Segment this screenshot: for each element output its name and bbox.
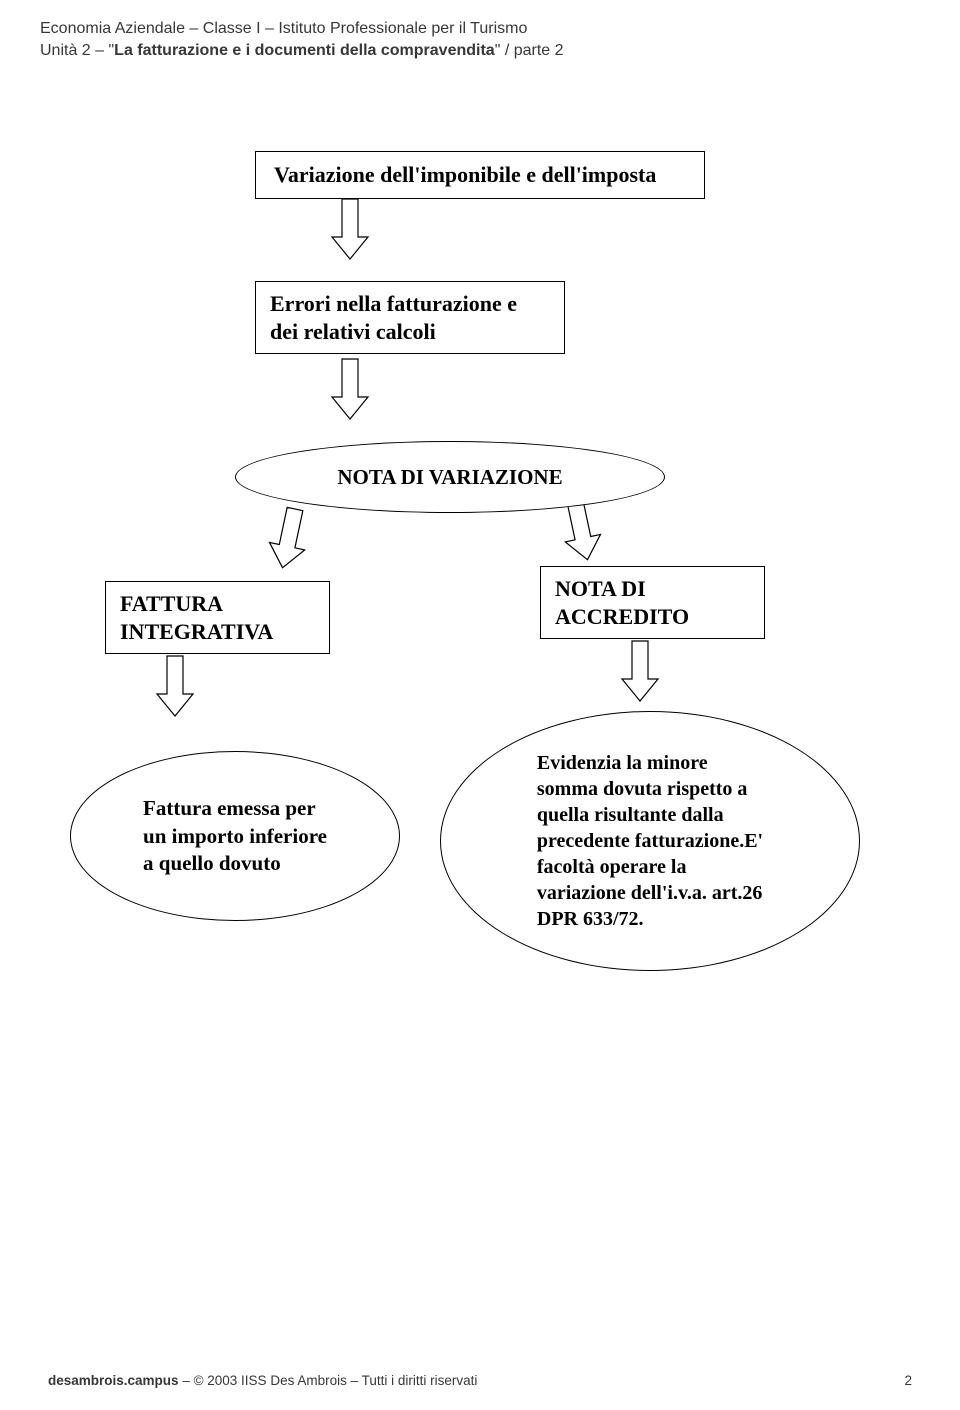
header-line2-prefix: Unità 2 – " xyxy=(40,42,114,59)
header-line2-suffix: " / parte 2 xyxy=(495,42,564,59)
node-evidenzia: Evidenzia la minore somma dovuta rispett… xyxy=(440,711,860,971)
node-fattura-emessa: Fattura emessa per un importo inferiore … xyxy=(70,751,400,921)
node-evidenzia-text: Evidenzia la minore somma dovuta rispett… xyxy=(537,750,763,932)
node-nota-accredito: NOTA DI ACCREDITO xyxy=(540,566,765,639)
header-line-2: Unità 2 – "La fatturazione e i documenti… xyxy=(40,40,920,62)
header-line2-bold: La fatturazione e i documenti della comp… xyxy=(114,42,495,59)
header-line-1: Economia Aziendale – Classe I – Istituto… xyxy=(40,18,920,40)
page-footer: desambrois.campus – © 2003 IISS Des Ambr… xyxy=(0,1373,960,1388)
node-nota-variazione-text: NOTA DI VARIAZIONE xyxy=(337,464,562,491)
node-fattura-integrativa: FATTURA INTEGRATIVA xyxy=(105,581,330,654)
footer-page-number: 2 xyxy=(904,1373,912,1388)
node-title: Variazione dell'imponibile e dell'impost… xyxy=(255,151,705,199)
node-errors: Errori nella fatturazione e dei relativi… xyxy=(255,281,565,354)
page-header: Economia Aziendale – Classe I – Istituto… xyxy=(0,0,960,71)
diagram-canvas: Variazione dell'imponibile e dell'impost… xyxy=(0,71,960,1221)
footer-rest: – © 2003 IISS Des Ambrois – Tutti i diri… xyxy=(179,1373,478,1388)
footer-site-name: desambrois.campus xyxy=(48,1373,179,1388)
node-nota-variazione: NOTA DI VARIAZIONE xyxy=(235,441,665,513)
node-fattura-emessa-text: Fattura emessa per un importo inferiore … xyxy=(143,795,327,877)
footer-left: desambrois.campus – © 2003 IISS Des Ambr… xyxy=(48,1373,477,1388)
